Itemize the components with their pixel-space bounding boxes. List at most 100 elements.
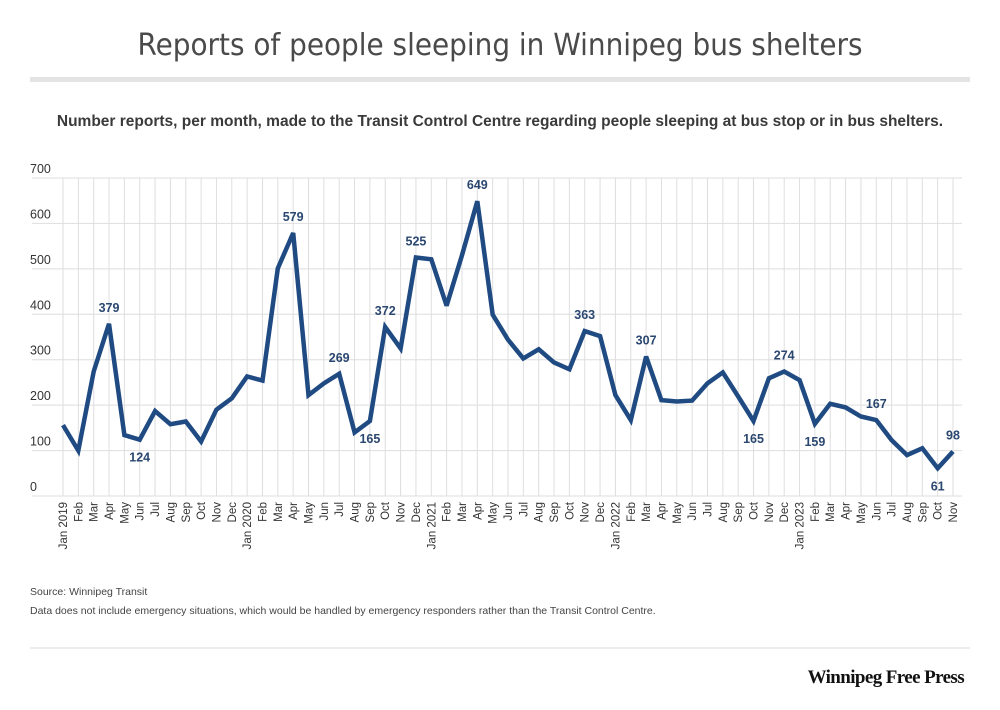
x-tick-label: Jul [150,502,162,517]
data-label: 167 [866,397,887,411]
data-point [337,372,341,376]
x-tick-label: Sep [733,502,745,522]
source-note: Source: Winnipeg Transit [30,586,148,598]
x-tick-label: May [119,502,131,524]
data-point [874,418,878,422]
x-tick-label: Jun [687,502,699,521]
y-tick-label: 200 [30,389,51,403]
x-tick-label: May [856,502,868,524]
x-tick-label: Jan 2023 [795,502,807,549]
x-tick-label: Jul [518,502,530,517]
data-point [552,360,556,364]
y-tick-label: 300 [30,344,51,358]
x-tick-label: Jun [503,502,515,521]
x-tick-label: Jun [871,502,883,521]
data-point [184,419,188,423]
data-point [138,438,142,442]
data-point [414,256,418,260]
data-point [76,449,80,453]
x-tick-label: Nov [580,502,592,523]
data-label: 61 [931,479,945,493]
y-tick-label: 100 [30,435,51,449]
y-tick-label: 500 [30,253,51,267]
x-tick-label: Aug [718,502,730,522]
x-tick-label: Nov [396,502,408,523]
data-point [307,393,311,397]
data-point [475,199,479,203]
data-label: 307 [636,334,657,348]
data-label: 165 [359,432,380,446]
x-tick-label: Apr [841,502,853,520]
data-point [322,381,326,385]
data-point [199,439,203,443]
data-point [859,415,863,419]
x-tick-label: Jul [334,502,346,517]
data-point [214,408,218,412]
x-tick-label: Apr [656,502,668,520]
y-tick-label: 700 [30,162,51,176]
x-tick-label: Apr [288,502,300,520]
footer-divider [30,647,970,649]
chart-subtitle: Number reports, per month, made to the T… [56,113,944,130]
data-point [122,433,126,437]
x-axis-ticks: Jan 2019 Feb Mar Apr May Jun Jul Aug Sep Oct Nov De… [58,501,960,549]
x-tick-label: Feb [73,502,85,522]
x-tick-label: Aug [902,502,914,522]
data-point [828,402,832,406]
x-tick-label: Aug [534,502,546,522]
data-point [752,419,756,423]
data-point [506,338,510,342]
data-point [705,381,709,385]
data-label: 165 [743,432,764,446]
data-label: 159 [804,435,825,449]
x-tick-label: Dec [411,502,423,523]
x-tick-label: Jun [135,502,147,521]
data-point [905,453,909,457]
x-tick-label: May [672,502,684,524]
data-point [644,355,648,359]
data-point [798,378,802,382]
data-point [276,266,280,270]
x-tick-label: Nov [211,502,223,523]
data-point [920,446,924,450]
x-tick-label: Jan 2019 [58,502,70,549]
x-tick-label: Aug [165,502,177,522]
title-divider [30,77,970,82]
data-label: 649 [467,178,488,192]
data-point [767,376,771,380]
series-line [61,200,955,472]
x-tick-label: Jan 2021 [426,502,438,549]
x-tick-label: Apr [472,502,484,520]
x-tick-label: Feb [257,502,269,522]
data-point [690,399,694,403]
data-point [936,466,940,470]
series [61,199,955,472]
data-point [537,347,541,351]
data-point [721,370,725,374]
data-label: 579 [283,210,304,224]
data-point [353,430,357,434]
x-tick-label: Mar [89,502,101,522]
x-tick-label: Oct [380,501,392,520]
x-tick-label: Feb [626,502,638,522]
data-label: 269 [329,351,350,365]
x-tick-label: Jul [702,502,714,517]
data-point [613,393,617,397]
x-tick-label: Dec [227,502,239,523]
data-point [260,379,264,383]
x-tick-label: Dec [595,502,607,523]
data-point [583,329,587,333]
x-tick-label: Jan 2022 [610,502,622,549]
x-tick-label: Apr [104,502,116,520]
data-point [491,313,495,317]
data-point [368,419,372,423]
winnipeg-free-press-logo: Winnipeg Free Press [807,667,965,688]
data-point [736,395,740,399]
data-point [598,334,602,338]
x-tick-label: Jul [887,502,899,517]
data-label: 379 [99,301,120,315]
data-point [168,422,172,426]
data-point [245,375,249,379]
data-point [521,356,525,360]
